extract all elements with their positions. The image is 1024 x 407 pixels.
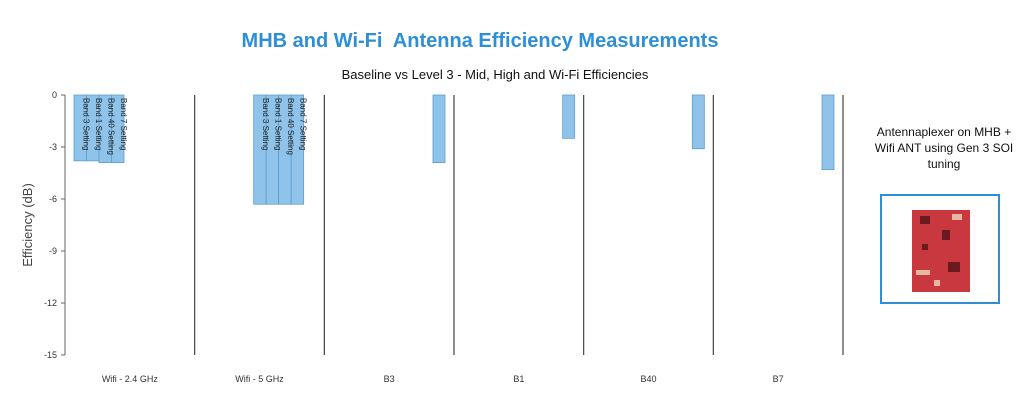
chart-title: MHB and Wi-Fi Antenna Efficiency Measure… xyxy=(241,30,719,52)
bar-label: Band 40 Setting xyxy=(106,98,115,155)
bar xyxy=(290,94,305,205)
chart-bars xyxy=(73,94,835,205)
y-tick-label: -6 xyxy=(49,194,57,204)
x-category-label: Wifi - 5 GHz xyxy=(235,374,284,384)
bar-label: Band 7 Setting xyxy=(298,98,307,150)
inset-caption: Antennaplexer on MHB + Wifi ANT using Ge… xyxy=(874,125,1014,171)
y-tick-label: 0 xyxy=(52,90,57,100)
x-category-label: B40 xyxy=(640,374,656,384)
x-category-label: Wifi - 2.4 GHz xyxy=(102,374,159,384)
y-tick-label: -15 xyxy=(44,350,57,360)
x-category-label: B1 xyxy=(513,374,524,384)
bar-label: Band 1 Setting xyxy=(273,98,282,150)
circuit-board-image xyxy=(912,210,970,292)
bar xyxy=(562,94,576,139)
bar xyxy=(821,94,835,170)
bar-label: Band 40 Setting xyxy=(286,98,295,155)
y-tick-label: -12 xyxy=(44,298,57,308)
bar-label: Band 7 Setting xyxy=(119,98,128,150)
bar xyxy=(111,94,125,163)
chart-subtitle: Baseline vs Level 3 - Mid, High and Wi-F… xyxy=(341,67,649,82)
x-category-label: B3 xyxy=(384,374,395,384)
chart-axes: 0 -3 -6 -9 -12 -15 Efficiency (dB) xyxy=(20,90,844,360)
x-category-label: B7 xyxy=(773,374,784,384)
y-tick-label: -3 xyxy=(49,142,57,152)
bar-label: Band 3 Setting xyxy=(81,98,90,150)
y-tick-label: -9 xyxy=(49,246,57,256)
bar xyxy=(691,94,705,150)
bar-label: Band 3 Setting xyxy=(261,98,270,150)
chart-labels: Band 3 Setting Band 1 Setting Band 40 Sett… xyxy=(81,98,783,384)
bar-label: Band 1 Setting xyxy=(94,98,103,150)
y-axis-label: Efficiency (dB) xyxy=(20,183,35,267)
bar xyxy=(432,94,446,163)
inset-image-frame xyxy=(880,194,1000,304)
